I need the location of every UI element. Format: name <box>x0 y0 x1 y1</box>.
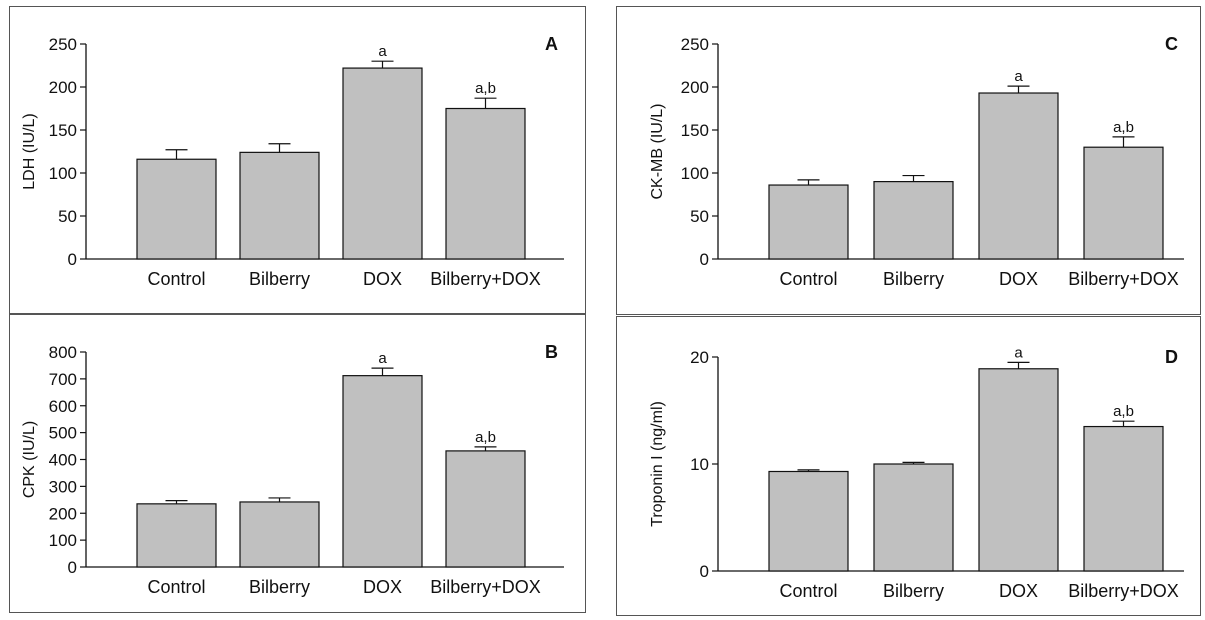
bar-d-1 <box>768 470 849 572</box>
y-tick-label-a: 0 <box>68 250 77 269</box>
y-tick-label-b: 700 <box>49 370 77 389</box>
y-tick-label-b: 300 <box>49 477 77 496</box>
bar-a-2 <box>239 151 320 260</box>
significance-label-a-3: a <box>378 43 387 60</box>
panel-label-d: D <box>1165 347 1178 367</box>
significance-label-d-3: a <box>1014 344 1023 361</box>
category-label-b-2: Bilberry <box>249 577 310 597</box>
bar-b-3 <box>342 375 423 568</box>
bar-b-1 <box>136 503 217 568</box>
category-label-b-3: DOX <box>363 577 402 597</box>
y-tick-label-b: 400 <box>49 451 77 470</box>
y-tick-label-b: 100 <box>49 531 77 550</box>
y-tick-label-a: 150 <box>49 121 77 140</box>
y-axis-label-d: Troponin I (ng/ml) <box>649 401 666 527</box>
panel-box-b <box>9 313 586 613</box>
y-tick-label-b: 800 <box>49 343 77 362</box>
bar-c-1 <box>768 184 849 260</box>
y-tick-label-d: 10 <box>690 455 709 474</box>
y-tick-label-b: 0 <box>68 558 77 577</box>
panel-box-c <box>616 6 1201 315</box>
bar-b-4 <box>445 450 526 568</box>
category-label-d-1: Control <box>779 581 837 601</box>
bar-d-3 <box>978 368 1059 572</box>
category-label-c-1: Control <box>779 269 837 289</box>
significance-label-a-4: a,b <box>475 80 496 97</box>
category-label-c-3: DOX <box>999 269 1038 289</box>
bar-a-1 <box>136 158 217 260</box>
bar-d-2 <box>873 463 954 572</box>
panel-label-a: A <box>545 34 558 54</box>
category-label-a-1: Control <box>147 269 205 289</box>
y-tick-label-a: 100 <box>49 164 77 183</box>
y-axis-label-a: LDH (IU/L) <box>21 113 38 189</box>
significance-label-c-4: a,b <box>1113 119 1134 136</box>
y-tick-label-b: 500 <box>49 424 77 443</box>
y-tick-label-a: 200 <box>49 78 77 97</box>
category-label-b-4: Bilberry+DOX <box>430 577 541 597</box>
category-label-a-4: Bilberry+DOX <box>430 269 541 289</box>
significance-label-b-4: a,b <box>475 429 496 446</box>
category-label-a-2: Bilberry <box>249 269 310 289</box>
y-axis-label-c: CK-MB (IU/L) <box>649 104 666 200</box>
y-tick-label-d: 20 <box>690 348 709 367</box>
bar-d-4 <box>1083 425 1164 572</box>
significance-label-d-4: a,b <box>1113 403 1134 420</box>
y-tick-label-b: 200 <box>49 504 77 523</box>
category-label-a-3: DOX <box>363 269 402 289</box>
bar-a-3 <box>342 67 423 260</box>
panel-box-a <box>9 6 586 315</box>
y-tick-label-c: 0 <box>700 250 709 269</box>
y-tick-label-c: 150 <box>681 121 709 140</box>
category-label-c-2: Bilberry <box>883 269 944 289</box>
significance-label-b-3: a <box>378 350 387 367</box>
bar-c-3 <box>978 92 1059 260</box>
category-label-d-2: Bilberry <box>883 581 944 601</box>
y-tick-label-c: 50 <box>690 207 709 226</box>
bar-c-4 <box>1083 146 1164 260</box>
category-label-d-3: DOX <box>999 581 1038 601</box>
bar-c-2 <box>873 181 954 260</box>
panel-label-c: C <box>1165 34 1178 54</box>
y-tick-label-b: 600 <box>49 397 77 416</box>
panel-box-d <box>616 316 1201 616</box>
category-label-d-4: Bilberry+DOX <box>1068 581 1179 601</box>
y-tick-label-c: 250 <box>681 35 709 54</box>
y-tick-label-c: 200 <box>681 78 709 97</box>
y-tick-label-a: 250 <box>49 35 77 54</box>
category-label-b-1: Control <box>147 577 205 597</box>
category-label-c-4: Bilberry+DOX <box>1068 269 1179 289</box>
y-tick-label-d: 0 <box>700 562 709 581</box>
bar-a-4 <box>445 107 526 260</box>
y-tick-label-c: 100 <box>681 164 709 183</box>
significance-label-c-3: a <box>1014 68 1023 85</box>
bar-b-2 <box>239 501 320 568</box>
y-tick-label-a: 50 <box>58 207 77 226</box>
panel-label-b: B <box>545 342 558 362</box>
y-axis-label-b: CPK (IU/L) <box>21 421 38 498</box>
